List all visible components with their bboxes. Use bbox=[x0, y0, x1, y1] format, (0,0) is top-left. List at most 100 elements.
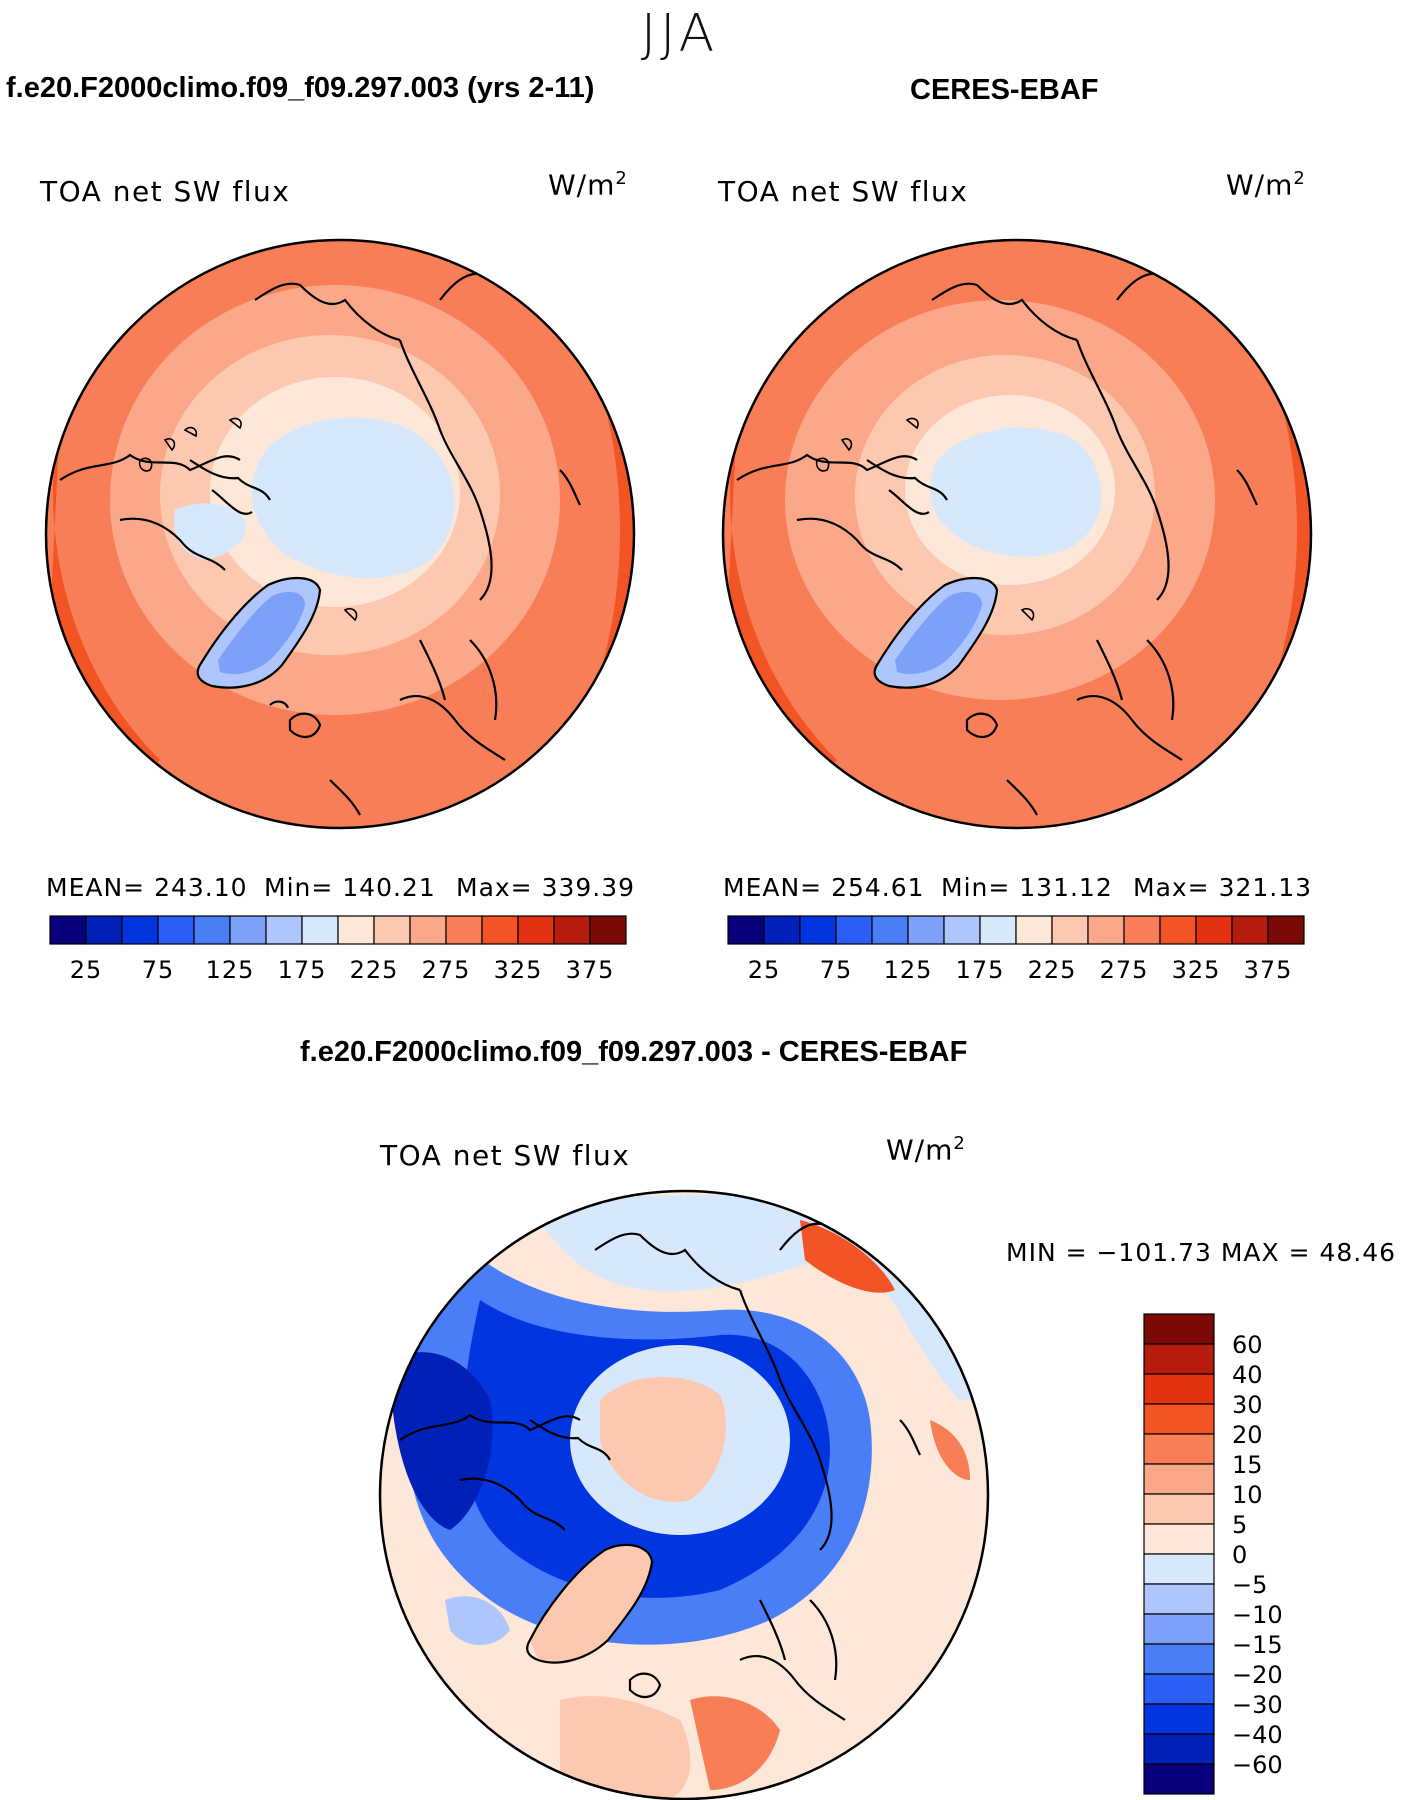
map-islands bbox=[138, 417, 358, 622]
map-greenland-inner bbox=[895, 591, 982, 675]
colorbar-tick-label: 25 bbox=[70, 956, 103, 984]
colorbar-swatch bbox=[1087, 915, 1125, 945]
colorbar-swatch bbox=[1143, 1463, 1215, 1495]
colorbar-tick-label: 275 bbox=[1100, 956, 1149, 984]
diff-minmax: MIN = −101.73 MAX = 48.46 bbox=[1006, 1238, 1397, 1267]
colorbar-swatch bbox=[1015, 915, 1053, 945]
colorbar-swatch bbox=[1143, 1673, 1215, 1705]
colorbar-swatch bbox=[1143, 1493, 1215, 1525]
colorbar-swatch bbox=[1051, 915, 1089, 945]
colorbar-swatch bbox=[1267, 915, 1305, 945]
colorbar-swatch bbox=[265, 915, 303, 945]
colorbar-swatch bbox=[1143, 1553, 1215, 1585]
colorbar-swatch bbox=[445, 915, 483, 945]
colorbar-swatch bbox=[1143, 1313, 1215, 1345]
panel-1-variable: TOA net SW flux bbox=[40, 175, 291, 208]
colorbar-swatch bbox=[1143, 1643, 1215, 1675]
colorbar-swatch bbox=[1143, 1433, 1215, 1465]
colorbar-swatch bbox=[229, 915, 267, 945]
colorbar-tick-label: −5 bbox=[1232, 1571, 1267, 1599]
colorbar-tick-label: 40 bbox=[1232, 1361, 1263, 1389]
diff-map bbox=[380, 1191, 988, 1799]
colorbar-swatch bbox=[553, 915, 591, 945]
panel-1-min: Min= 140.21 bbox=[264, 873, 436, 902]
panel-2-map bbox=[723, 240, 1311, 828]
diff-red-northeast bbox=[800, 1220, 895, 1293]
colorbar-tick-label: 30 bbox=[1232, 1391, 1263, 1419]
diff-title: f.e20.F2000climo.f09_f09.297.003 - CERES… bbox=[300, 1036, 968, 1068]
colorbar-tick-label: 275 bbox=[422, 956, 471, 984]
colorbar-tick-label: 20 bbox=[1232, 1421, 1263, 1449]
colorbar-tick-label: 125 bbox=[884, 956, 933, 984]
colorbar-tick-label: 225 bbox=[350, 956, 399, 984]
panel-1-title: f.e20.F2000climo.f09_f09.297.003 (yrs 2-… bbox=[6, 72, 595, 104]
colorbar-tick-label: 375 bbox=[1244, 956, 1293, 984]
colorbar-swatch bbox=[1143, 1733, 1215, 1765]
colorbar-swatch bbox=[409, 915, 447, 945]
panel-2-units: W/m2 bbox=[1226, 168, 1306, 202]
map-arctic-ice bbox=[930, 427, 1102, 557]
diff-light-blue-south bbox=[445, 1596, 510, 1645]
panel-1-max: Max= 339.39 bbox=[456, 873, 636, 902]
diff-red-south bbox=[690, 1696, 780, 1790]
colorbar-tick-label: 15 bbox=[1232, 1451, 1263, 1479]
colorbar-tick-label: 375 bbox=[566, 956, 615, 984]
panel-2-mean: MEAN= 254.61 bbox=[723, 873, 925, 902]
colorbar-swatch bbox=[799, 915, 837, 945]
colorbar-swatch bbox=[907, 915, 945, 945]
colorbar-swatch bbox=[193, 915, 231, 945]
colorbar-tick-label: 60 bbox=[1232, 1331, 1263, 1359]
colorbar-tick-label: −20 bbox=[1232, 1661, 1283, 1689]
colorbar-tick-label: −60 bbox=[1232, 1751, 1283, 1779]
colorbar-swatch bbox=[1231, 915, 1269, 945]
colorbar-swatch bbox=[1143, 1703, 1215, 1735]
colorbar-tick-label: 5 bbox=[1232, 1511, 1247, 1539]
diff-pale-red-south bbox=[560, 1696, 691, 1799]
colorbar-tick-label: 225 bbox=[1028, 956, 1077, 984]
colorbar-tick-label: 175 bbox=[956, 956, 1005, 984]
colorbar-swatch bbox=[1143, 1613, 1215, 1645]
map-coastlines bbox=[736, 272, 1258, 816]
diff-pole-pale-red bbox=[600, 1376, 726, 1502]
colorbar-swatch bbox=[1195, 915, 1233, 945]
colorbar-swatch bbox=[481, 915, 519, 945]
colorbar-tick-label: −10 bbox=[1232, 1601, 1283, 1629]
colorbar-swatch bbox=[1143, 1373, 1215, 1405]
panel-1-map bbox=[46, 240, 634, 828]
colorbar-swatch bbox=[373, 915, 411, 945]
colorbar-swatch bbox=[835, 915, 873, 945]
colorbar-swatch bbox=[157, 915, 195, 945]
colorbar-swatch bbox=[1143, 1343, 1215, 1375]
panel-2-variable: TOA net SW flux bbox=[718, 175, 969, 208]
panel-2-min: Min= 131.12 bbox=[941, 873, 1113, 902]
colorbar-swatch bbox=[1143, 1523, 1215, 1555]
map-coastlines bbox=[399, 1222, 921, 1721]
diff-greenland-pale-red bbox=[530, 1544, 652, 1663]
map-islands bbox=[815, 417, 1035, 622]
colorbar-swatch bbox=[49, 915, 87, 945]
colorbar-swatch bbox=[589, 915, 627, 945]
colorbar-tick-label: 325 bbox=[494, 956, 543, 984]
panel-1-units: W/m2 bbox=[548, 168, 628, 202]
diff-red-east bbox=[930, 1420, 970, 1480]
colorbar-swatch bbox=[943, 915, 981, 945]
colorbar-tick-label: 25 bbox=[748, 956, 781, 984]
diff-units: W/m2 bbox=[886, 1133, 966, 1167]
colorbar-tick-label: 10 bbox=[1232, 1481, 1263, 1509]
diff-map-border bbox=[378, 1189, 990, 1800]
colorbar-swatch bbox=[1123, 915, 1161, 945]
colorbar-swatch bbox=[871, 915, 909, 945]
colorbar-swatch bbox=[1143, 1403, 1215, 1435]
panel-1-colorbar: 25 75 125 175 225 275 325 375 bbox=[49, 915, 627, 984]
colorbar-swatch bbox=[727, 915, 765, 945]
colorbar-tick-label: −15 bbox=[1232, 1631, 1283, 1659]
map-arctic-ice bbox=[251, 417, 455, 579]
diff-archipelago-dark bbox=[390, 1352, 493, 1530]
colorbar-tick-label: 325 bbox=[1172, 956, 1221, 984]
colorbar-swatch bbox=[337, 915, 375, 945]
panel-1-map-border bbox=[44, 238, 636, 830]
colorbar-tick-label: 125 bbox=[206, 956, 255, 984]
colorbar-tick-label: 75 bbox=[142, 956, 175, 984]
diff-variable: TOA net SW flux bbox=[380, 1139, 631, 1172]
